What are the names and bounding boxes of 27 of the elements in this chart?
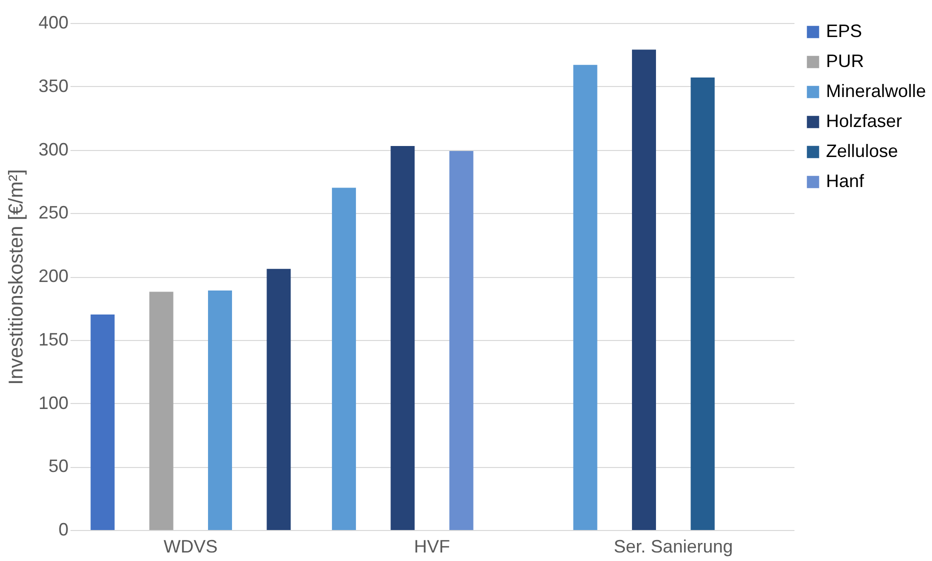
bar xyxy=(90,314,115,530)
bar xyxy=(266,268,291,530)
legend-label: PUR xyxy=(826,51,864,71)
y-tick-label: 150 xyxy=(38,329,68,350)
legend-label: Mineralwolle xyxy=(826,81,926,101)
legend-label: Zellulose xyxy=(826,141,898,161)
y-axis-title: Investitionskosten [€/m²] xyxy=(5,169,28,385)
x-tick-label: Ser. Sanierung xyxy=(614,536,733,556)
legend-label: Holzfaser xyxy=(826,111,902,131)
y-tick-label: 200 xyxy=(38,266,68,286)
y-tick-label: 100 xyxy=(38,392,68,413)
bar xyxy=(149,292,174,530)
legend-label: Hanf xyxy=(826,171,866,191)
y-tick-label: 50 xyxy=(48,456,68,476)
bar xyxy=(632,50,656,530)
x-tick-label: HVF xyxy=(414,536,450,556)
bar xyxy=(573,64,598,530)
bar xyxy=(208,290,232,530)
y-tick-label: 350 xyxy=(38,76,68,96)
legend-label: EPS xyxy=(826,21,862,41)
y-tick-label: 250 xyxy=(38,202,68,223)
y-tick-label: 400 xyxy=(38,12,68,32)
y-tick-label: 0 xyxy=(58,520,68,540)
bar xyxy=(449,151,474,530)
x-tick-label: WDVS xyxy=(164,536,218,556)
y-tick-label: 300 xyxy=(38,139,68,160)
bar xyxy=(690,78,715,530)
